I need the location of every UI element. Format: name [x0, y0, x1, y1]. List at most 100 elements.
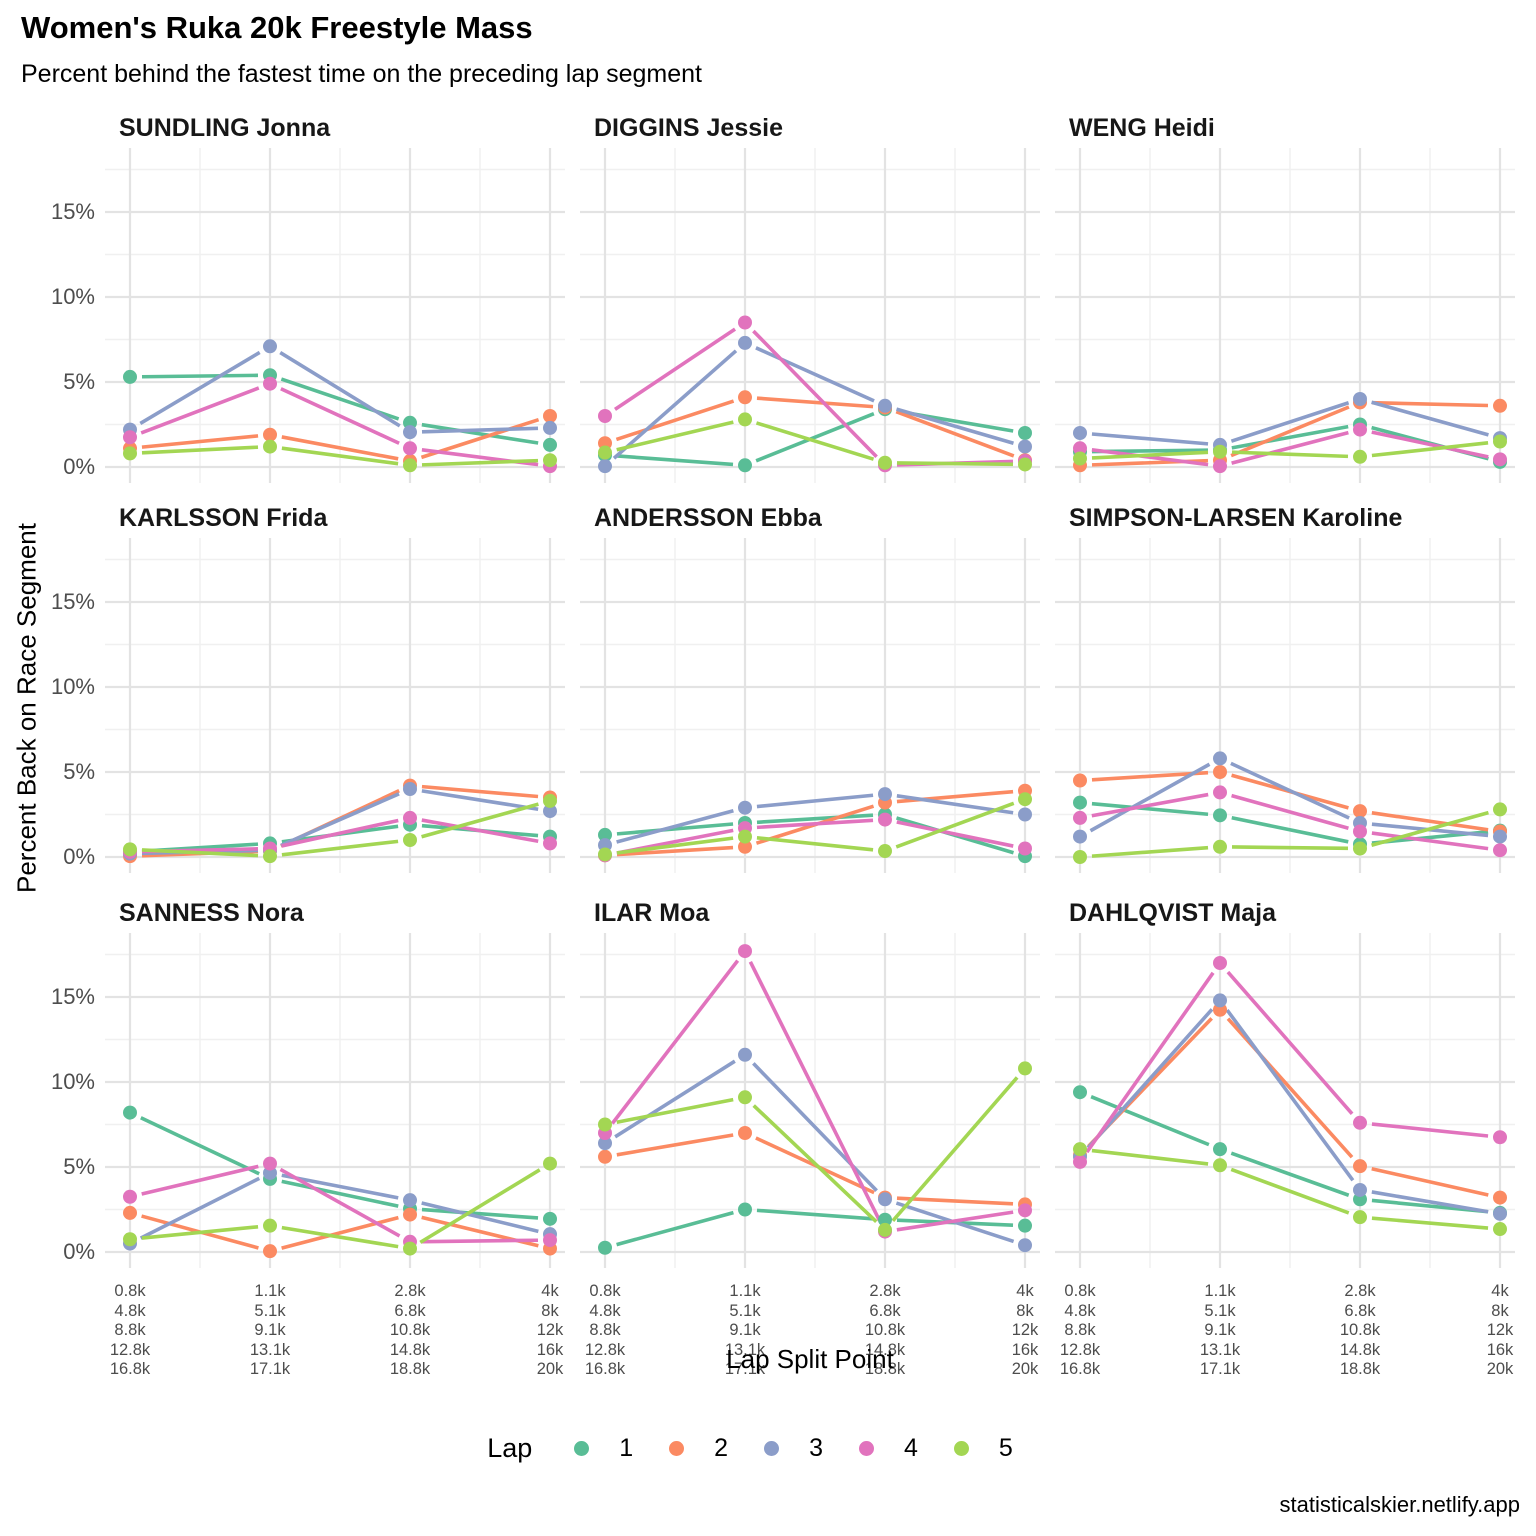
facet-title-dahlqvist-maja: DAHLQVIST Maja [1069, 899, 1276, 927]
lap-4-line [896, 1210, 1014, 1232]
y-axis-tick-label: 10% [50, 284, 95, 309]
lap-4-line [1371, 831, 1489, 851]
panel-plot-diggins-jessie [580, 148, 1040, 483]
lap-3-point [1018, 807, 1032, 822]
legend-item-label: 3 [809, 1433, 823, 1462]
lap-3-point [738, 800, 752, 815]
x-axis-tick-label: 2.8k 6.8k 10.8k 14.8k 18.8k [835, 1282, 935, 1380]
chart-title: Women's Ruka 20k Freestyle Mass [21, 10, 533, 45]
lap-5-point [403, 458, 417, 473]
x-axis-tick-line: 2.8k [1344, 1282, 1376, 1300]
x-axis-tick-line: 14.8k [864, 1340, 906, 1359]
y-axis-tick-label: 15% [50, 984, 95, 1009]
lap-5-line [281, 839, 399, 857]
lap-4-line [1231, 793, 1349, 831]
lap-2-line [1371, 811, 1489, 832]
x-axis-tick-label: 4k 8k 12k 16k 20k [500, 1282, 600, 1380]
lap-5-line [895, 801, 1015, 849]
lap-3-point [1213, 751, 1227, 766]
x-axis-tick-line: 0.8k [1064, 1282, 1096, 1300]
legend-item-lap-5: 5 [953, 1434, 1013, 1463]
lap-4-point [1353, 824, 1367, 839]
x-axis-tick-line: 6.8k [869, 1301, 901, 1320]
lap-3-point [263, 339, 277, 354]
lap-5-line [1091, 1148, 1209, 1166]
x-axis-tick-line: 12k [536, 1321, 564, 1339]
footer-watermark: statisticalskier.netlify.app [1279, 1492, 1520, 1517]
lap-5-line [616, 420, 734, 452]
lap-5-line [896, 461, 1014, 467]
lap-2-point [738, 390, 752, 405]
lap-1-point [543, 437, 557, 452]
lap-5-point [1073, 850, 1087, 864]
lap-2-line [1371, 1167, 1489, 1197]
lap-5-point [123, 842, 137, 857]
panel-plot-simpson-larsen-karoline [1055, 538, 1515, 873]
lap-2-point [263, 427, 277, 442]
lap-3-line [752, 1062, 878, 1192]
lap-4-line [1231, 430, 1349, 465]
x-axis-tick-line: 16k [1011, 1340, 1039, 1359]
lap-3-line [1230, 761, 1350, 820]
lap-1-line [140, 1116, 260, 1176]
lap-5-point [1018, 1061, 1032, 1076]
lap-5-line [1371, 810, 1489, 848]
lap-4-point [403, 441, 417, 456]
lap-3-line [421, 1201, 539, 1234]
lap-3-point [1073, 829, 1087, 844]
x-axis-tick-line: 9.1k [1204, 1321, 1236, 1339]
lap-1-point [1213, 808, 1227, 823]
lap-4-point [263, 1156, 277, 1171]
lap-3-point [878, 1192, 892, 1207]
y-axis-tick-label: 0% [63, 1239, 95, 1264]
x-axis-tick-line: 5.1k [729, 1301, 761, 1320]
x-axis-tick-line: 18.8k [389, 1360, 431, 1378]
lap-3-line [279, 351, 401, 428]
lap-5-point [878, 1222, 892, 1237]
lap-4-point [1018, 841, 1032, 856]
x-axis-tick-line: 16.8k [1059, 1360, 1101, 1378]
lap-4-line [896, 820, 1014, 848]
lap-2-point [1353, 804, 1367, 819]
lap-2-point [738, 839, 752, 854]
lap-5-line [141, 848, 259, 858]
lap-3-point [1493, 1206, 1507, 1221]
lap-3-line [139, 350, 261, 426]
lap-4-line [1091, 448, 1209, 467]
x-axis-tick-line: 1.1k [729, 1282, 761, 1300]
x-axis-tick-line: 17.1k [249, 1360, 291, 1378]
legend-swatch-icon [669, 1440, 685, 1456]
lap-2-line [1230, 405, 1350, 458]
lap-5-point [123, 1232, 137, 1247]
lap-3-point [1353, 1182, 1367, 1197]
x-axis-tick-line: 12k [1486, 1321, 1514, 1339]
x-axis-tick-line: 10.8k [389, 1321, 431, 1339]
lap-5-point [1018, 792, 1032, 807]
x-axis-tick-label: 1.1k 5.1k 9.1k 13.1k 17.1k [695, 1282, 795, 1380]
lap-2-point [1493, 1190, 1507, 1205]
lap-2-line [141, 434, 259, 449]
lap-3-line [421, 426, 539, 434]
lap-1-line [1230, 1151, 1350, 1197]
lap-3-line [896, 407, 1014, 445]
x-axis-tick-line: 14.8k [1339, 1340, 1381, 1359]
lap-2-point [1213, 765, 1227, 779]
lap-1-line [1090, 1095, 1210, 1147]
lap-5-point [1213, 1158, 1227, 1173]
x-axis-tick-line: 12k [1011, 1321, 1039, 1339]
lap-5-point [1493, 434, 1507, 449]
lap-5-line [1371, 1216, 1489, 1230]
lap-5-line [1091, 450, 1209, 460]
lap-3-point [598, 459, 612, 474]
x-axis-tick-line: 4.8k [1064, 1301, 1096, 1320]
panel-plot-sundling-jonna [105, 148, 565, 483]
lap-3-line [755, 346, 875, 403]
lap-2-point [1073, 773, 1087, 788]
x-axis-tick-line: 20k [536, 1360, 564, 1378]
lap-5-line [616, 1097, 734, 1124]
y-axis-tick-label: 5% [63, 369, 95, 394]
x-axis-tick-line: 20k [1011, 1360, 1039, 1378]
x-axis-tick-line: 10.8k [1339, 1321, 1381, 1339]
lap-5-line [616, 836, 734, 855]
lap-5-line [281, 1225, 399, 1249]
